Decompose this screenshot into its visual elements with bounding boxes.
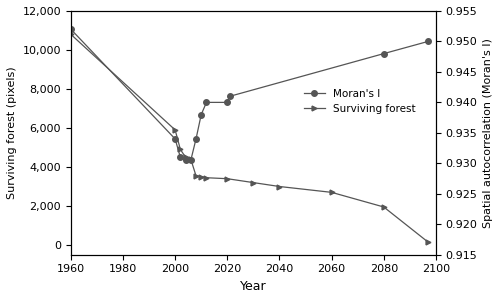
- X-axis label: Year: Year: [240, 280, 266, 293]
- Y-axis label: Spatial autocorrelation (Moran's I): Spatial autocorrelation (Moran's I): [483, 38, 493, 228]
- Y-axis label: Surviving forest (pixels): Surviving forest (pixels): [7, 67, 17, 199]
- Legend: Moran's I, Surviving forest: Moran's I, Surviving forest: [300, 84, 420, 118]
